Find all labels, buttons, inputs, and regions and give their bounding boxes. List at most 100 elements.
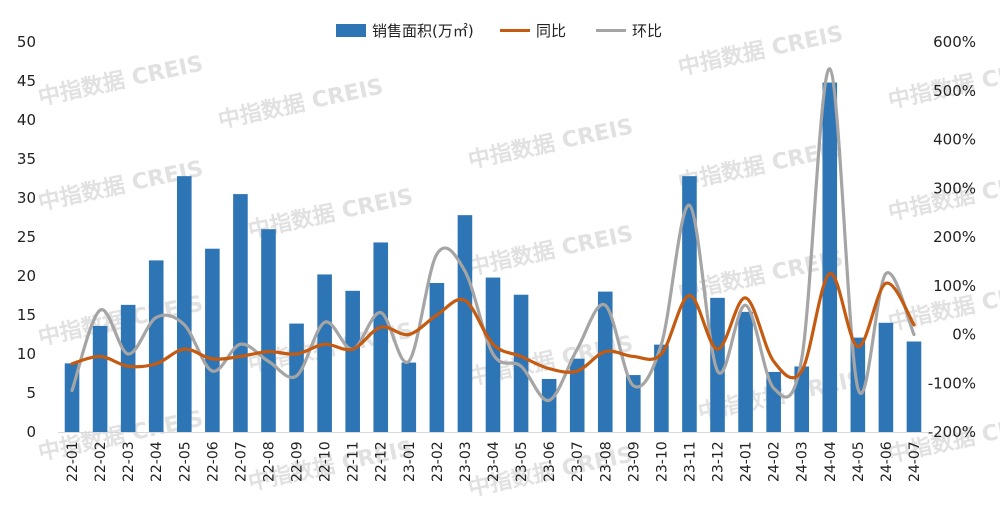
x-axis-tick-label: 23-11 <box>682 441 698 482</box>
x-axis-tick-label: 22-10 <box>318 441 334 482</box>
left-axis-tick-label: 10 <box>17 345 36 363</box>
x-axis-tick-label: 22-03 <box>121 441 137 482</box>
bar <box>682 176 697 432</box>
x-axis-tick-label: 24-07 <box>907 441 923 482</box>
bar <box>513 294 529 432</box>
x-axis-tick-label: 22-11 <box>346 441 362 482</box>
x-axis-tick-label: 22-01 <box>65 441 81 482</box>
bar <box>92 325 108 432</box>
bar <box>794 366 810 432</box>
x-axis-tick-label: 22-04 <box>149 441 165 482</box>
line-series <box>70 67 916 402</box>
legend-label: 同比 <box>536 22 566 40</box>
right-axis-tick-label: 0% <box>952 326 976 344</box>
bar <box>597 291 613 432</box>
x-axis-ticks: 22-01 22-02 22-03 22-04 22-05 22-06 22-07 22-08… <box>65 441 923 482</box>
x-axis-tick-label: 23-03 <box>458 441 474 482</box>
watermark-text: 中指数据 CREIS <box>466 221 636 281</box>
bar <box>205 248 220 432</box>
watermark-text: 中指数据 CREIS <box>36 51 206 111</box>
bar <box>766 371 781 432</box>
x-axis-tick-label: 22-09 <box>290 441 306 482</box>
left-axis-tick-label: 25 <box>17 228 36 246</box>
bar <box>906 341 922 432</box>
right-axis-tick-label: 300% <box>933 179 976 197</box>
right-axis-tick-label: -200% <box>928 423 976 441</box>
left-axis-tick-label: 5 <box>26 384 36 402</box>
legend-item: 销售面积(万㎡) <box>336 22 474 40</box>
right-axis-tick-label: -100% <box>928 374 976 392</box>
legend-label: 销售面积(万㎡) <box>372 22 474 40</box>
bar <box>345 290 360 432</box>
right-axis-tick-label: 500% <box>933 82 976 100</box>
left-axis-tick-label: 40 <box>17 111 36 129</box>
bar <box>626 375 641 432</box>
bar <box>317 274 332 432</box>
left-axis-tick-label: 45 <box>17 72 36 90</box>
legend-item: 同比 <box>500 22 566 40</box>
bar <box>233 194 248 432</box>
x-axis-tick-label: 22-02 <box>93 441 109 482</box>
watermark-text: 中指数据 CREIS <box>466 114 636 174</box>
x-axis-tick-label: 23-10 <box>654 441 670 482</box>
bar <box>373 242 389 432</box>
right-axis-ticks: -200% -100% 0% 100% 200% 300% 400% 500% 600% <box>928 33 976 441</box>
bar <box>176 176 192 432</box>
left-axis-ticks: 0 5 10 15 20 25 30 35 40 45 50 <box>17 33 36 441</box>
x-axis-tick-label: 23-06 <box>542 441 558 482</box>
x-axis-tick-label: 23-12 <box>711 441 727 482</box>
right-axis-tick-label: 400% <box>933 131 976 149</box>
x-axis-tick-label: 23-02 <box>430 441 446 482</box>
bar <box>429 283 445 432</box>
left-axis-tick-label: 35 <box>17 150 36 168</box>
left-axis-tick-label: 0 <box>26 423 36 441</box>
series-line <box>70 67 916 402</box>
bar <box>457 215 473 432</box>
bar <box>541 378 557 432</box>
bar <box>569 358 585 432</box>
legend-item: 环比 <box>596 22 662 40</box>
x-axis-tick-label: 23-01 <box>402 441 418 482</box>
watermark-text: 中指数据 CREIS <box>676 21 846 81</box>
bar-series <box>64 82 922 432</box>
right-axis-tick-label: 200% <box>933 228 976 246</box>
x-axis-tick-label: 22-07 <box>233 441 249 482</box>
left-axis-tick-label: 20 <box>17 267 36 285</box>
x-axis-tick-label: 24-01 <box>739 441 755 482</box>
watermark-text: 中指数据 CREIS <box>216 74 386 134</box>
bar <box>148 260 164 432</box>
legend-swatch <box>336 24 366 37</box>
x-axis-tick-label: 24-04 <box>823 441 839 482</box>
bar <box>401 362 417 432</box>
series-line <box>70 271 916 380</box>
x-axis-tick-label: 24-02 <box>767 441 783 482</box>
x-axis-tick-label: 23-07 <box>570 441 586 482</box>
legend-label: 环比 <box>632 22 662 40</box>
x-axis-tick-label: 22-12 <box>374 441 390 482</box>
x-axis-tick-label: 23-09 <box>626 441 642 482</box>
x-axis-tick-label: 23-04 <box>486 441 502 482</box>
bar <box>261 229 276 432</box>
x-axis-tick-label: 23-05 <box>514 441 530 482</box>
bar <box>822 82 838 432</box>
bar <box>654 344 669 432</box>
bar <box>710 297 725 432</box>
right-axis-tick-label: 600% <box>933 33 976 51</box>
bar <box>878 322 894 432</box>
right-axis-tick-label: 100% <box>933 277 976 295</box>
bar <box>738 311 753 432</box>
legend: 销售面积(万㎡) 同比 环比 <box>336 22 662 40</box>
x-axis-tick-label: 22-08 <box>261 441 277 482</box>
left-axis-tick-label: 30 <box>17 189 36 207</box>
x-axis-tick-label: 24-05 <box>851 441 867 482</box>
bar <box>120 304 136 432</box>
x-axis-tick-label: 24-06 <box>879 441 895 482</box>
x-axis-tick-label: 22-06 <box>205 441 221 482</box>
x-axis-tick-label: 23-08 <box>598 441 614 482</box>
x-axis-tick-label: 22-05 <box>177 441 193 482</box>
left-axis-tick-label: 15 <box>17 306 36 324</box>
left-axis-tick-label: 50 <box>17 33 36 51</box>
x-axis-tick-label: 24-03 <box>795 441 811 482</box>
